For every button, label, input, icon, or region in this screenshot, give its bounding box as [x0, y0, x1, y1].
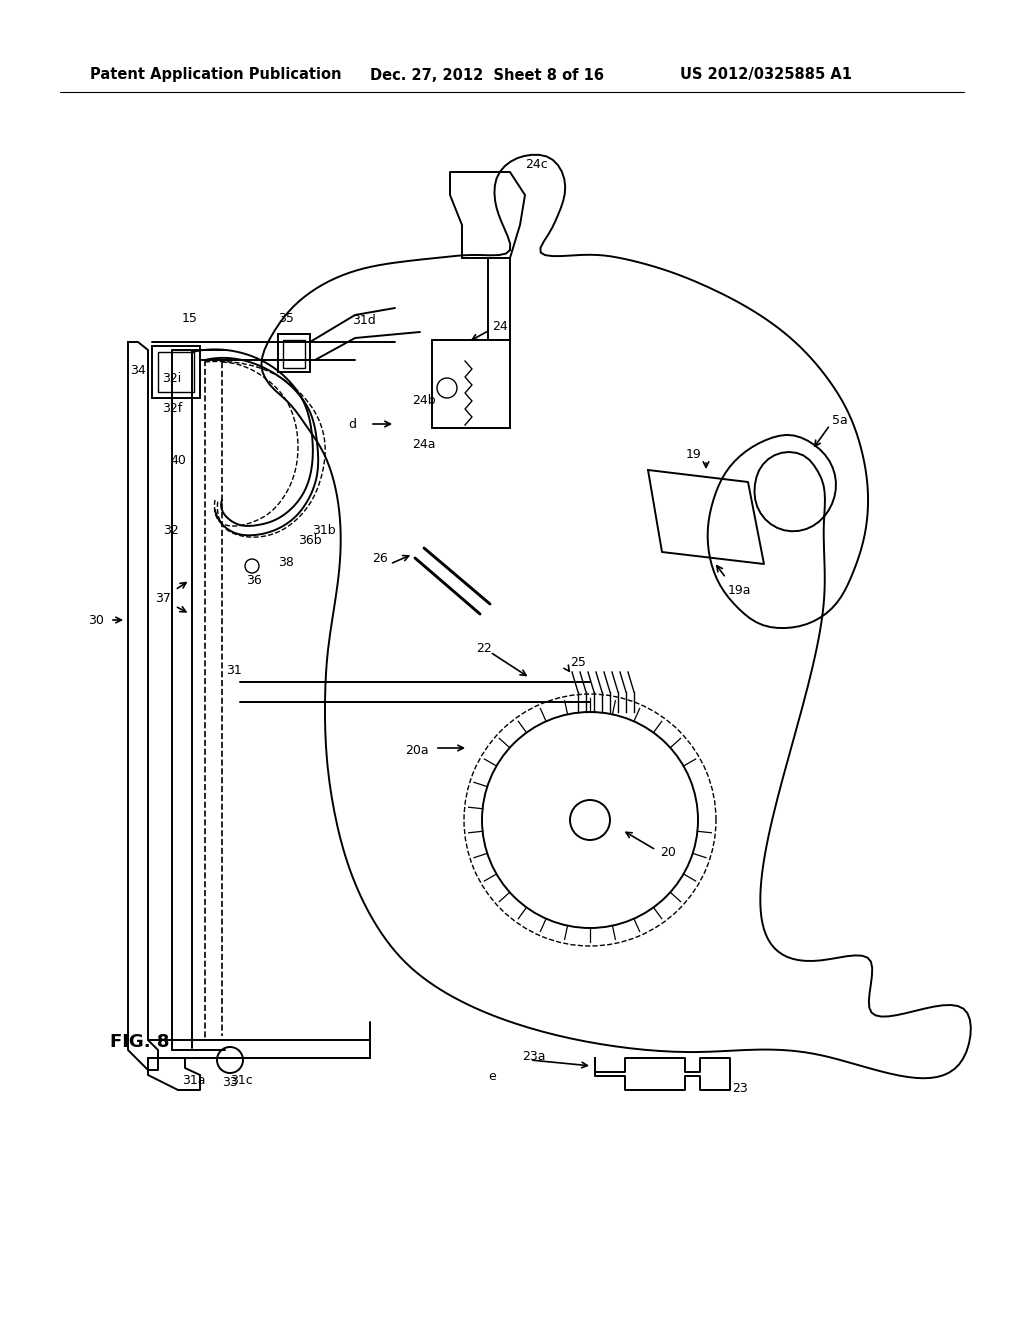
Text: 22: 22 [476, 642, 492, 655]
Text: d: d [348, 417, 356, 430]
Text: Patent Application Publication: Patent Application Publication [90, 67, 341, 82]
Text: 31c: 31c [230, 1073, 253, 1086]
Bar [152, 346, 200, 399]
Text: FIG. 8: FIG. 8 [110, 1034, 170, 1051]
Text: 23: 23 [732, 1081, 748, 1094]
Text: 20a: 20a [406, 743, 429, 756]
Text: 24c: 24c [525, 158, 548, 172]
Text: 26: 26 [372, 552, 388, 565]
Text: 36: 36 [246, 573, 262, 586]
Text: US 2012/0325885 A1: US 2012/0325885 A1 [680, 67, 852, 82]
Text: 19: 19 [686, 447, 701, 461]
Text: 24b: 24b [412, 393, 435, 407]
Text: 32f: 32f [162, 401, 182, 414]
Bar [283, 341, 305, 368]
Text: 31a: 31a [182, 1073, 206, 1086]
Bar [158, 352, 194, 392]
Bar [278, 334, 310, 372]
Text: 32: 32 [163, 524, 179, 536]
Text: 23a: 23a [522, 1051, 546, 1064]
Bar [432, 341, 510, 428]
Text: 19a: 19a [728, 583, 752, 597]
Text: 20: 20 [660, 846, 676, 858]
Text: 25: 25 [570, 656, 586, 668]
Text: 38: 38 [278, 556, 294, 569]
Text: 24a: 24a [412, 437, 435, 450]
Text: 35: 35 [278, 312, 294, 325]
Text: 37: 37 [155, 591, 171, 605]
Text: 31b: 31b [312, 524, 336, 536]
Text: 30: 30 [88, 614, 103, 627]
Text: 32i: 32i [162, 371, 181, 384]
Text: 34: 34 [130, 363, 145, 376]
Text: e: e [488, 1071, 496, 1084]
Text: 15: 15 [182, 312, 198, 325]
Text: 36b: 36b [298, 533, 322, 546]
Text: 40: 40 [170, 454, 186, 466]
Text: 5a: 5a [831, 413, 848, 426]
Text: Dec. 27, 2012  Sheet 8 of 16: Dec. 27, 2012 Sheet 8 of 16 [370, 67, 604, 82]
Text: 31: 31 [226, 664, 242, 676]
Text: 33: 33 [222, 1076, 238, 1089]
Text: 31d: 31d [352, 314, 376, 326]
Text: 24: 24 [492, 321, 508, 334]
